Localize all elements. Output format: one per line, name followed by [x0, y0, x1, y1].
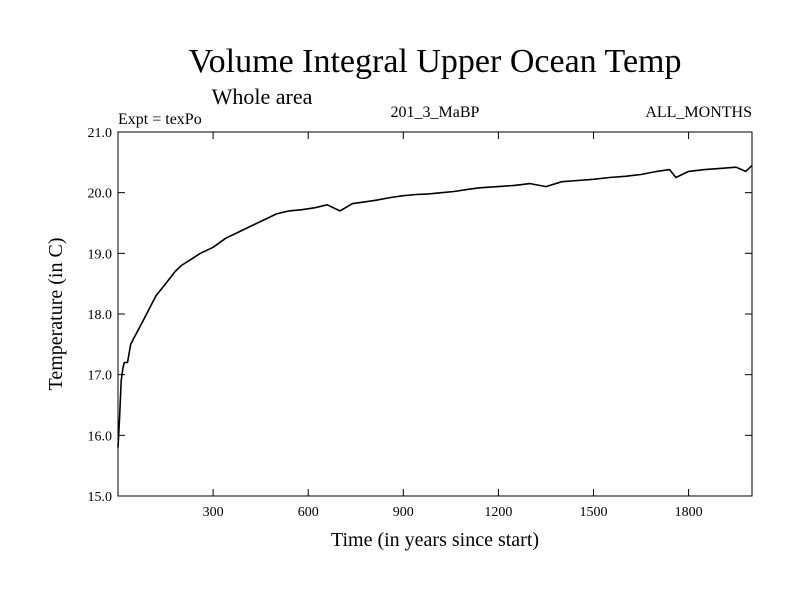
y-tick-label: 18.0 [88, 308, 113, 323]
temperature-series-line [117, 164, 753, 448]
x-tick-label: 1200 [484, 505, 512, 520]
x-tick-label: 1800 [675, 505, 703, 520]
period-label: ALL_MONTHS [645, 104, 752, 121]
plot-frame [117, 131, 753, 497]
y-tick-label: 21.0 [88, 126, 113, 141]
x-tick-label: 300 [203, 505, 224, 520]
chart-subtitle: Whole area [212, 84, 313, 109]
y-axis-label: Temperature (in C) [45, 238, 67, 391]
y-tick-label: 16.0 [88, 429, 113, 444]
x-axis-label: Time (in years since start) [331, 529, 539, 551]
x-axis: 300 600 900 1200 1500 1800 [203, 132, 703, 520]
y-axis: 15.0 16.0 17.0 18.0 19.0 20.0 21.0 [88, 126, 752, 505]
x-tick-label: 900 [393, 505, 414, 520]
y-tick-label: 19.0 [88, 247, 113, 262]
y-tick-label: 17.0 [88, 369, 113, 384]
run-label: 201_3_MaBP [391, 104, 480, 121]
y-tick-label: 15.0 [88, 490, 113, 505]
y-tick-label: 20.0 [88, 187, 113, 202]
experiment-label: Expt = texPo [118, 111, 202, 128]
x-tick-label: 1500 [580, 505, 608, 520]
x-tick-label: 600 [298, 505, 319, 520]
chart-title: Volume Integral Upper Ocean Temp [189, 43, 682, 80]
